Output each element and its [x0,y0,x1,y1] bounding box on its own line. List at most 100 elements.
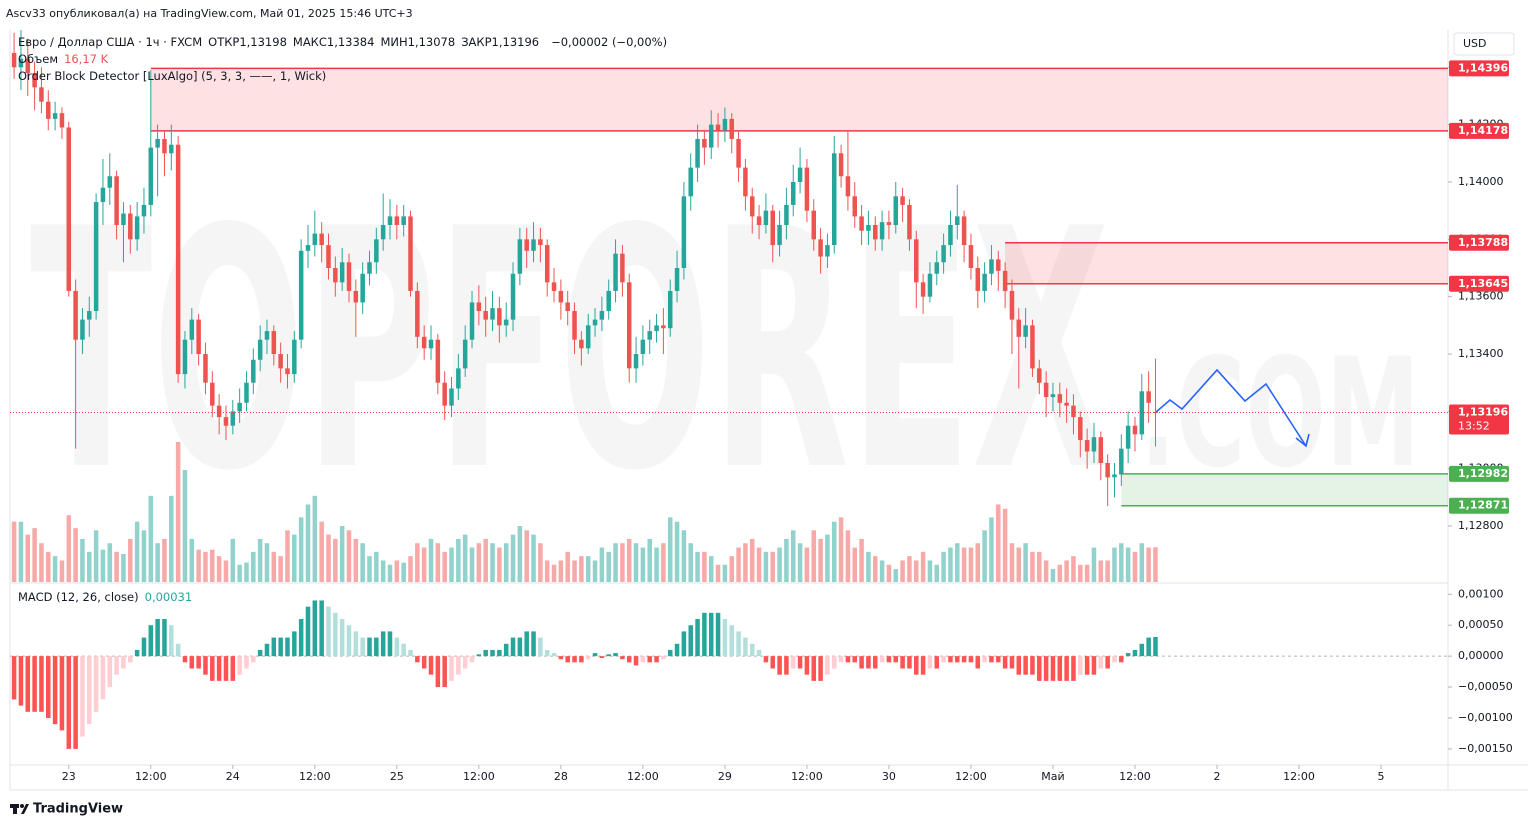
macd-bar [763,656,769,663]
macd-bar [1105,656,1110,669]
macd-bar [278,637,283,657]
volume-bar [155,543,160,582]
candle-body [401,216,406,225]
candle-body [1084,440,1090,452]
volume-bar [11,521,17,582]
candle-body [1132,425,1138,435]
volume-bar [415,543,420,582]
macd-bar [1139,643,1145,657]
candle-body [251,359,256,383]
legend-value: 1,13198 [239,35,287,49]
legend-key: ЗАКР [461,35,492,49]
macd-bar [510,637,516,657]
legend-key: МИН [380,35,408,49]
volume-bar [326,534,331,582]
macd-bar [592,653,598,657]
macd-bar [961,656,967,663]
candle-body [497,308,502,326]
candle-body [579,339,584,349]
candle-body [237,402,242,412]
macd-bar [483,649,488,657]
volume-bar [1043,560,1049,582]
macd-bar [155,619,160,657]
macd-bar [838,656,844,663]
macd-bar [831,656,837,669]
candle-body [456,368,461,389]
volume-bar [1084,564,1090,582]
candle-body [893,196,899,225]
volume-bar [148,495,154,582]
candle-body [1037,368,1042,383]
candle-body [66,127,72,291]
candle-body [428,339,434,349]
y-tick-label: 1,13400 [1458,347,1504,360]
volume-bar [469,547,475,582]
volume-bar [346,530,352,582]
candle-body [210,382,215,406]
candle-body [1030,325,1035,369]
macd-bar [1071,656,1076,681]
macd-bar [100,656,106,700]
countdown: 13:52 [1458,420,1490,433]
volume-bar [804,547,810,582]
volume-bar [1112,547,1117,582]
macd-bar [722,619,728,657]
candle-body [825,245,830,257]
volume-bar [203,551,208,582]
macd-bar [182,656,188,663]
candle-body [1023,325,1028,337]
volume-bar [743,543,748,582]
volume-bar [333,538,338,582]
macd-bar [374,637,379,657]
candle-body [435,339,441,383]
candle-body [920,282,926,297]
candle-body [1098,437,1104,463]
x-tick-label: 28 [554,770,568,783]
volume-bar [811,530,817,582]
candle-body [469,302,475,340]
macd-bar [531,631,536,657]
last-price-box [1449,404,1509,435]
candle-body [831,153,837,246]
macd-bar [845,656,851,663]
macd-bar [873,656,878,669]
volume-bar [1071,556,1076,582]
volume-bar [46,551,51,582]
currency-box[interactable] [1453,32,1515,56]
volume-bar [852,547,858,582]
macd-bar [790,656,796,669]
macd-bar [210,656,215,681]
volume-bar [551,564,557,582]
volume-bar [790,530,796,582]
volume-bar [1098,560,1104,582]
volume-bar [264,543,270,582]
candle-body [73,290,78,340]
candle-body [859,216,864,231]
brand: TradingView [33,802,123,817]
macd-bar [394,637,400,657]
volume-bar [626,538,632,582]
candle-body [845,176,851,197]
candle-body [551,282,557,291]
volume-bar [579,556,584,582]
volume-bar [251,551,256,582]
candle-body [415,290,420,337]
macd-bar [749,643,755,657]
macd-bar [1037,656,1042,681]
macd-bar [1050,656,1056,681]
macd-bar [298,619,304,657]
volume-bar [80,538,85,582]
volume-bar [715,564,721,582]
volume-bar [387,564,393,582]
currency[interactable]: USD [1463,37,1487,50]
macd-bar [305,606,311,657]
candle-body [592,319,598,326]
candle-body [1064,402,1069,406]
macd-bar [148,625,154,657]
candle-body [955,216,960,225]
candle-body [886,222,892,225]
volume-bar [32,528,37,582]
candle-body [702,138,707,148]
macd-bar [1023,656,1028,675]
macd-bar [46,656,51,718]
